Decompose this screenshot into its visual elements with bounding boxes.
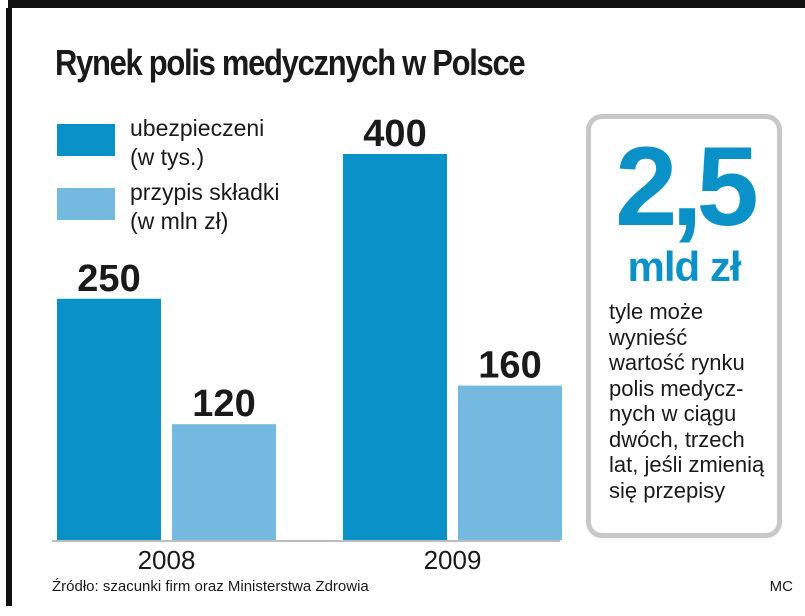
legend-label-przypis: przypis składki (w mln zł): [130, 178, 350, 236]
bar-value-label: 250: [77, 258, 140, 300]
highlight-description-line: się przepisy: [609, 477, 726, 503]
highlight-description-line: wartość rynku: [609, 350, 745, 375]
bar-value-label: 160: [478, 345, 541, 387]
highlight-description-line: wynieść: [609, 324, 688, 350]
legend-label-line: ubezpieczeni: [130, 115, 265, 141]
bar-value-label: 400: [363, 113, 426, 155]
legend-label-line: przypis składki: [130, 179, 280, 205]
frame-left-rule: [6, 8, 12, 606]
bar: [172, 424, 276, 540]
frame-top-rule: [0, 0, 805, 8]
highlight-description-line: nych w ciągu: [609, 401, 737, 426]
x-tick-label: 2008: [138, 545, 196, 575]
bar-value-label: 120: [192, 383, 255, 425]
frame-corner: [0, 0, 8, 8]
highlight-description-line: dwóch, trzech: [609, 426, 745, 452]
author-credit: MC: [769, 578, 793, 595]
legend-label-ubezpieczeni: ubezpieczeni (w tys.): [130, 114, 350, 172]
bar: [57, 298, 161, 540]
highlight-value: 2,5: [615, 124, 759, 249]
highlight-unit: mld zł: [627, 243, 741, 290]
highlight-description-line: lat, jeśli zmienią: [609, 452, 765, 477]
legend-label-line: (w mln zł): [130, 208, 229, 234]
highlight-box: 2,5 mld zł tyle może wynieść wartość rynku…: [586, 114, 782, 538]
legend-swatch-przypis: [57, 188, 115, 220]
highlight-description-line: tyle może: [609, 299, 704, 324]
x-tick-label: 2009: [424, 545, 482, 575]
chart-title: Rynek polis medycznych w Polsce: [55, 42, 526, 83]
bar: [343, 154, 447, 540]
source-note: Źródło: szacunki firm oraz Ministerstwa …: [52, 578, 369, 595]
legend-label-line: (w tys.): [130, 144, 205, 170]
highlight-description-line: polis medycz-: [609, 375, 744, 401]
legend-swatch-ubezpieczeni: [57, 124, 115, 156]
bar: [458, 385, 562, 540]
highlight-description: tyle może wynieść wartość rynku polis medyc…: [609, 299, 774, 503]
